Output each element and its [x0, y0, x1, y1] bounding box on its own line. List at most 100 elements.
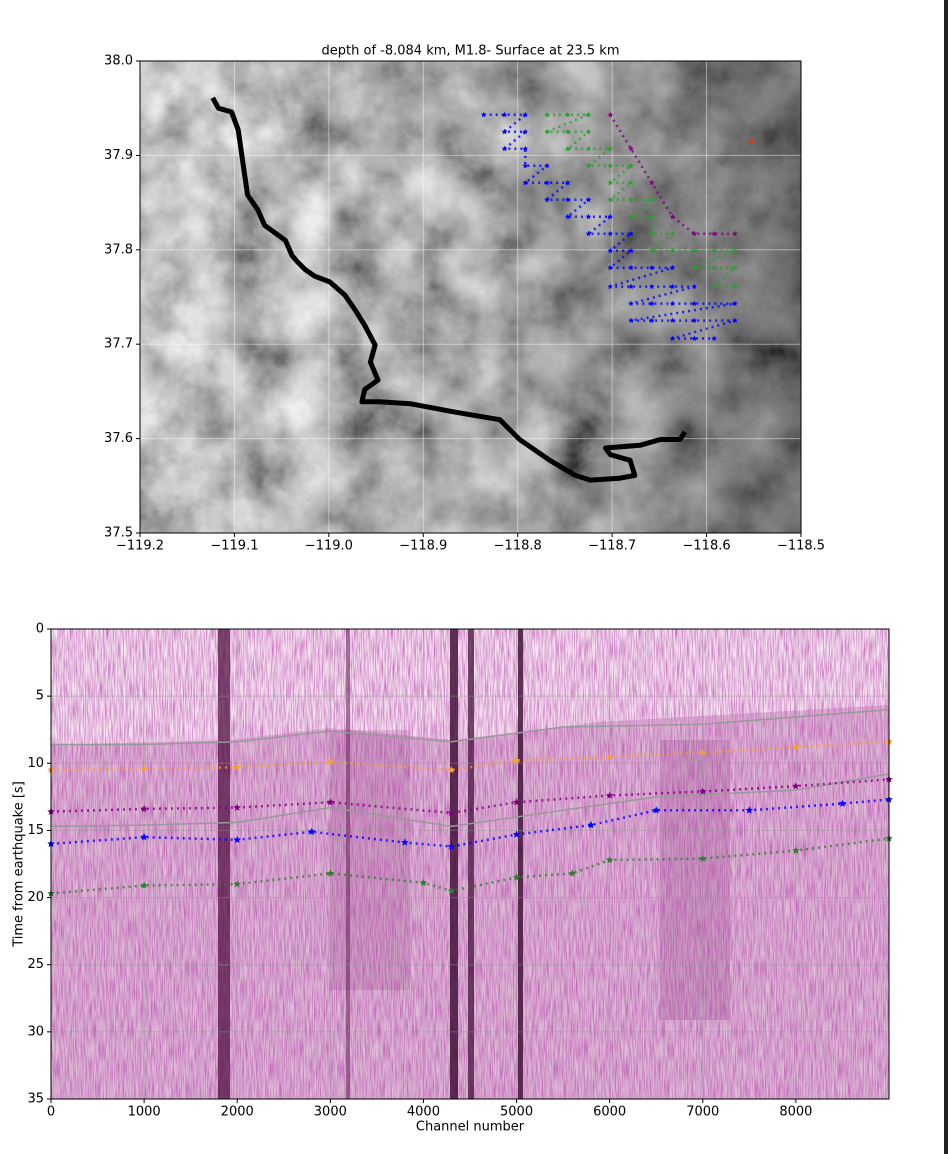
- star-marker: [522, 111, 529, 118]
- star-marker: [512, 830, 521, 838]
- star-marker: [585, 162, 592, 169]
- star-marker: [691, 247, 698, 254]
- star-marker: [233, 835, 241, 844]
- y-tick-label: 5: [36, 689, 44, 704]
- star-marker: [564, 179, 571, 186]
- series-line: [51, 708, 890, 746]
- star-marker: [732, 230, 738, 237]
- star-marker: [691, 230, 698, 237]
- x-tick-label: −118.6: [683, 539, 731, 554]
- star-marker: [669, 264, 676, 271]
- star-marker: [605, 752, 614, 760]
- star-marker: [732, 300, 738, 306]
- star-marker: [648, 213, 655, 220]
- heatmap-stripe: [468, 629, 474, 1099]
- heatmap-stripe: [518, 629, 523, 1099]
- star-marker: [233, 803, 241, 811]
- star-marker: [648, 283, 655, 289]
- y-tick-label: 15: [27, 823, 44, 838]
- star-marker: [140, 833, 148, 841]
- x-tick-label: 8000: [779, 1105, 812, 1120]
- star-marker: [711, 264, 717, 271]
- star-marker: [522, 128, 529, 135]
- star-marker: [401, 838, 409, 846]
- star-marker: [732, 317, 738, 323]
- star-marker: [587, 821, 595, 829]
- series-line: [50, 740, 890, 772]
- x-tick-label: 7000: [686, 1105, 719, 1120]
- star-marker: [669, 317, 676, 323]
- x-tick-label: 1000: [128, 1105, 161, 1120]
- star-marker: [648, 196, 655, 203]
- star-marker: [501, 145, 508, 152]
- y-tick-label: 35: [27, 1092, 44, 1107]
- y-tick-label: 25: [27, 957, 44, 972]
- star-marker: [564, 213, 571, 220]
- star-marker: [544, 179, 550, 186]
- heatmap-stripe: [346, 629, 350, 1099]
- x-tick-label: −118.9: [399, 539, 447, 554]
- y-tick-label: 37.7: [104, 337, 133, 352]
- x-tick-label: 3000: [314, 1105, 347, 1120]
- star-marker: [512, 873, 521, 881]
- y-tick-label: 10: [27, 756, 44, 771]
- x-tick-label: 5000: [500, 1105, 533, 1120]
- star-marker: [607, 179, 614, 186]
- star-marker: [699, 787, 707, 795]
- star-marker: [669, 300, 676, 306]
- star-marker: [544, 162, 550, 169]
- star-marker: [140, 764, 148, 772]
- star-marker: [544, 111, 550, 118]
- star-marker: [648, 264, 655, 271]
- y-tick-label: 30: [27, 1024, 44, 1039]
- star-marker: [648, 317, 655, 323]
- star-marker: [585, 213, 592, 220]
- star-marker: [522, 162, 529, 169]
- x-tick-label: 2000: [221, 1105, 254, 1120]
- star-marker: [792, 743, 800, 751]
- star-marker: [501, 128, 508, 135]
- star-marker: [447, 766, 456, 774]
- star-marker: [711, 247, 717, 254]
- x-tick-label: −118.8: [494, 539, 542, 554]
- star-marker: [628, 179, 634, 186]
- star-marker: [628, 317, 634, 323]
- star-marker: [711, 335, 717, 341]
- y-tick-label: 20: [27, 890, 44, 905]
- y-tick-label: 38.0: [104, 54, 133, 69]
- star-marker: [480, 111, 487, 118]
- plot-frame: [139, 60, 802, 534]
- star-marker: [669, 335, 676, 341]
- star-marker: [326, 869, 335, 877]
- terrain-shade: [140, 61, 801, 533]
- heatmap-stripe: [218, 629, 230, 1099]
- star-marker: [628, 145, 634, 152]
- star-marker: [568, 869, 577, 877]
- x-tick-label: 4000: [407, 1105, 440, 1120]
- x-tick-label: −118.7: [588, 539, 636, 554]
- star-marker: [607, 145, 614, 152]
- star-marker: [732, 264, 738, 271]
- star-marker: [544, 196, 550, 203]
- star-marker: [585, 145, 592, 152]
- star-marker: [628, 300, 634, 306]
- star-marker: [607, 162, 614, 169]
- star-marker: [691, 335, 698, 341]
- star-marker: [749, 138, 755, 144]
- star-marker: [669, 247, 676, 254]
- star-marker: [419, 878, 428, 886]
- plot-frame: [50, 628, 890, 1100]
- star-marker: [838, 799, 847, 807]
- star-marker: [745, 806, 754, 814]
- plots: −119.2 −119.1 −119.0 −118.9 −118.8 −118.7 −118…: [12, 44, 893, 1135]
- y-tick-label: 37.6: [104, 431, 133, 446]
- star-marker: [699, 854, 707, 862]
- y-tick-label: 37.9: [104, 148, 133, 163]
- star-marker: [564, 196, 571, 203]
- star-marker: [605, 791, 614, 799]
- star-marker: [607, 283, 614, 289]
- series-line: [50, 778, 890, 815]
- star-marker: [732, 283, 738, 289]
- series-line: [50, 773, 890, 828]
